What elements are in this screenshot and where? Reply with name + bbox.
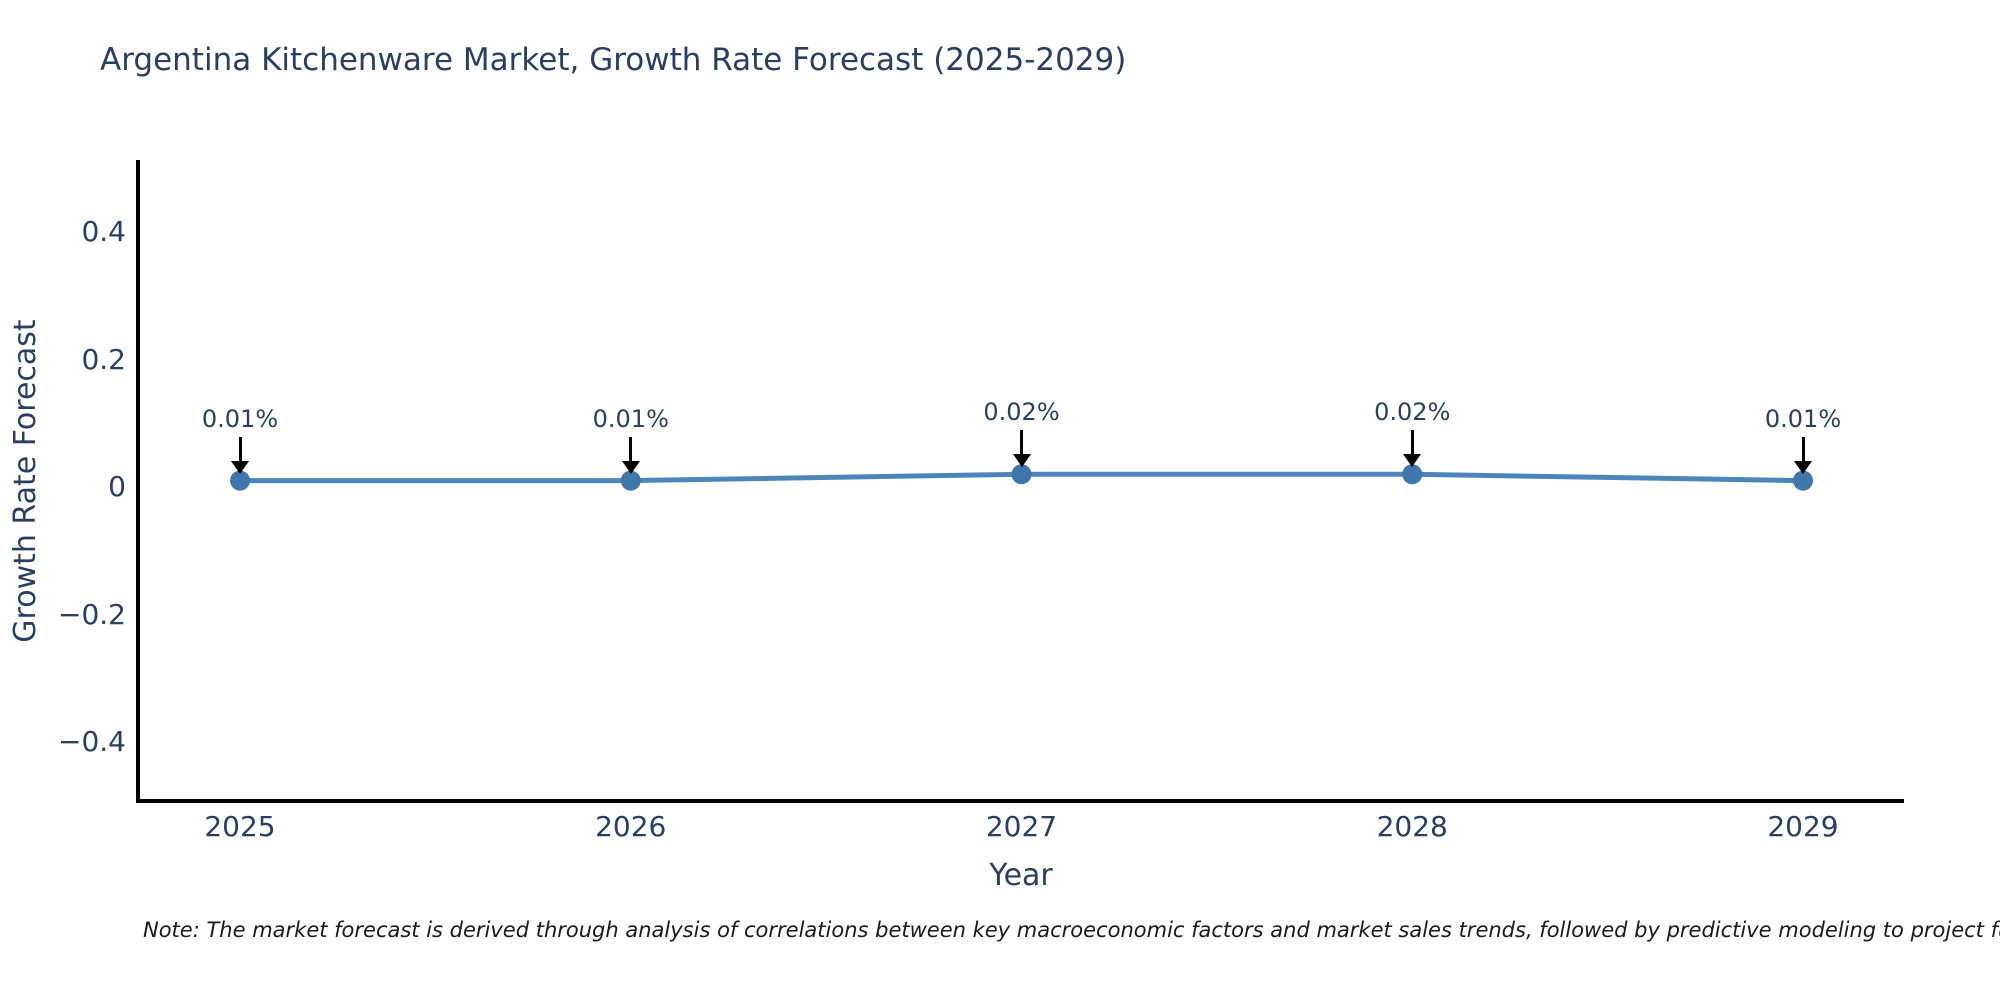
y-tick-label: −0.4: [58, 725, 126, 758]
data-point: [230, 470, 250, 491]
y-tick-label: −0.2: [58, 597, 126, 631]
footnote: Note: The market forecast is derived thr…: [143, 918, 2000, 942]
annotation-arrowhead-icon: [621, 460, 640, 474]
data-point: [1402, 464, 1423, 485]
annotation-label: 0.01%: [201, 404, 279, 433]
x-axis-title: Year: [989, 858, 1053, 893]
annotation-arrow-icon: [1020, 430, 1023, 457]
x-tick-label: 2025: [204, 810, 276, 843]
x-tick-label: 2029: [1767, 810, 1839, 843]
x-tick-label: 2027: [985, 810, 1058, 843]
data-point: [1011, 464, 1032, 485]
y-axis-line: [136, 160, 140, 803]
annotation-arrow-icon: [238, 436, 242, 463]
annotation-arrowhead-icon: [1794, 460, 1812, 474]
annotation-label: 0.01%: [592, 404, 669, 433]
annotation-label: 0.02%: [1374, 398, 1451, 427]
y-tick-label: 0.4: [81, 215, 126, 248]
data-point: [620, 470, 641, 491]
x-axis-line: [136, 799, 1904, 803]
x-tick-label: 2026: [595, 810, 667, 843]
data-point: [1793, 470, 1813, 491]
annotation-arrowhead-icon: [1012, 454, 1031, 468]
annotation-arrow-icon: [1801, 436, 1805, 463]
annotation-label: 0.02%: [983, 398, 1060, 427]
annotation-arrowhead-icon: [1403, 454, 1422, 468]
y-tick-label: 0: [108, 470, 126, 503]
annotation-arrow-icon: [629, 436, 633, 463]
chart-title: Argentina Kitchenware Market, Growth Rat…: [100, 42, 1127, 78]
x-tick-label: 2028: [1376, 810, 1448, 843]
annotation-arrowhead-icon: [231, 460, 249, 474]
annotation-arrow-icon: [1410, 430, 1414, 457]
annotation-label: 0.01%: [1764, 404, 1842, 433]
y-tick-label: 0.2: [81, 342, 126, 376]
